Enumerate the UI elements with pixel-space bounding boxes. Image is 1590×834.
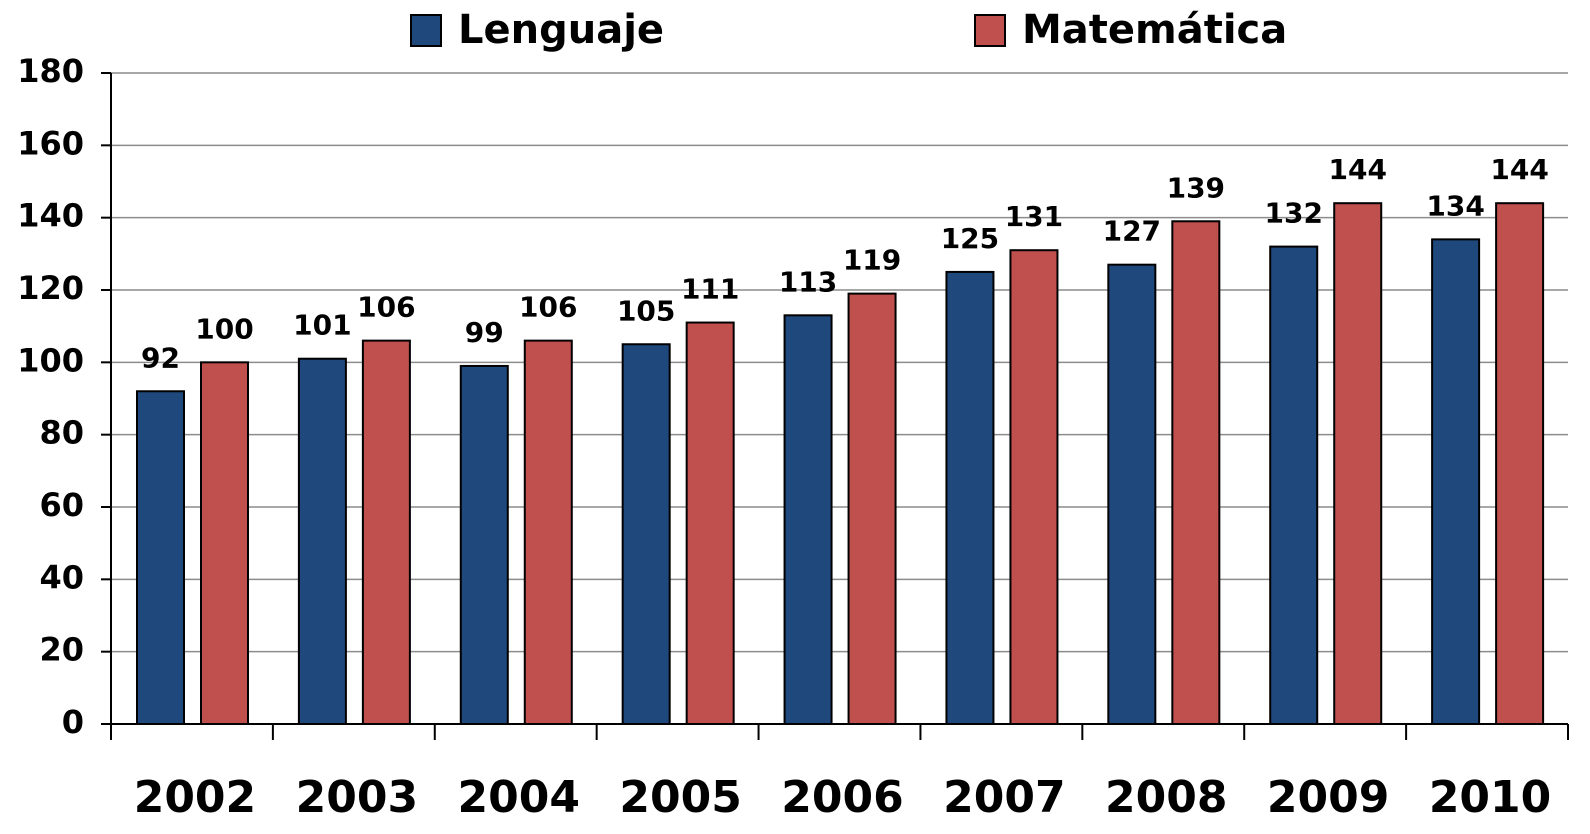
bar <box>1269 245 1319 725</box>
legend-label: Matemática <box>1022 7 1287 53</box>
data-label: 144 <box>1490 153 1548 186</box>
bar <box>945 270 995 725</box>
y-tick-label: 160 <box>17 124 84 162</box>
y-tick-label: 60 <box>39 486 84 524</box>
bar <box>1107 263 1157 725</box>
bar <box>1009 249 1059 725</box>
bar <box>1171 220 1221 726</box>
x-tick-label: 2002 <box>134 772 256 823</box>
y-tick-label: 180 <box>17 52 84 90</box>
legend-label: Lenguaje <box>458 7 664 53</box>
x-tick-label: 2006 <box>781 772 903 823</box>
y-tick-label: 20 <box>39 631 84 669</box>
data-label: 106 <box>357 291 415 324</box>
bar <box>783 314 833 725</box>
data-label: 144 <box>1328 153 1386 186</box>
x-tick-label: 2004 <box>457 772 579 823</box>
data-label: 132 <box>1264 197 1322 230</box>
data-label: 139 <box>1167 171 1225 204</box>
x-tick-label: 2009 <box>1267 772 1389 823</box>
bar <box>136 390 185 725</box>
bar <box>297 357 347 725</box>
bar <box>1495 202 1545 725</box>
x-tick-label: 2008 <box>1105 772 1227 823</box>
y-tick-label: 140 <box>17 197 84 235</box>
data-label: 106 <box>519 291 577 324</box>
data-label: 127 <box>1103 215 1161 248</box>
data-label: 92 <box>141 341 180 374</box>
bar <box>1431 238 1481 725</box>
data-label: 134 <box>1426 189 1484 222</box>
y-tick-label: 0 <box>62 703 84 741</box>
data-label: 119 <box>843 244 901 277</box>
x-tick-label: 2010 <box>1429 772 1551 823</box>
y-tick-label: 120 <box>17 269 84 307</box>
data-label: 100 <box>195 312 253 345</box>
bar <box>523 339 573 725</box>
data-label: 125 <box>941 222 999 255</box>
legend-swatch <box>410 14 442 47</box>
y-tick-label: 40 <box>39 558 84 596</box>
y-tick-label: 80 <box>39 414 84 452</box>
bar <box>847 292 897 725</box>
data-label: 113 <box>779 265 837 298</box>
bar <box>621 343 671 725</box>
bar <box>1333 202 1383 725</box>
bar <box>200 361 249 725</box>
y-tick-label: 100 <box>17 341 84 379</box>
legend-swatch <box>974 14 1006 47</box>
x-tick-label: 2003 <box>296 772 418 823</box>
bar <box>361 339 411 725</box>
bar <box>685 321 735 725</box>
data-label: 131 <box>1005 200 1063 233</box>
x-tick-label: 2007 <box>943 772 1065 823</box>
data-label: 99 <box>465 316 504 349</box>
bar <box>459 364 509 725</box>
x-tick-label: 2005 <box>619 772 741 823</box>
data-label: 105 <box>617 294 675 327</box>
data-label: 101 <box>293 309 351 342</box>
data-label: 111 <box>681 273 739 306</box>
